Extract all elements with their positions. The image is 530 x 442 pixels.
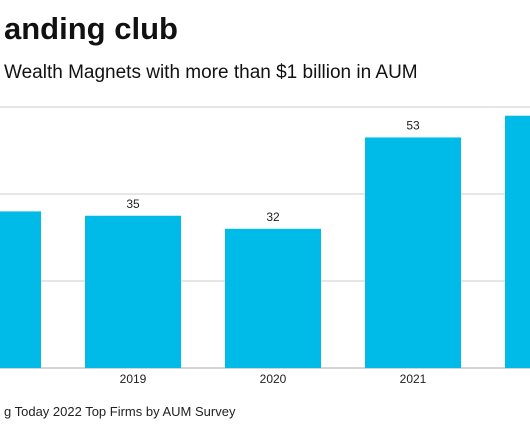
x-tick-label-1: 2019 <box>120 372 147 386</box>
chart-source-note: g Today 2022 Top Firms by AUM Survey <box>4 404 236 419</box>
bar-2 <box>225 228 321 368</box>
data-labels: 35 32 53 <box>126 118 420 223</box>
chart-subtitle: Wealth Magnets with more than $1 billion… <box>4 62 418 83</box>
bars <box>0 115 530 368</box>
bar-3 <box>365 137 461 368</box>
x-tick-label-3: 2021 <box>400 372 427 386</box>
data-label-1: 35 <box>126 197 140 211</box>
data-label-3: 53 <box>406 118 420 132</box>
bar-0 <box>0 211 41 368</box>
bar-1 <box>85 215 181 368</box>
chart-title: anding club <box>4 11 178 46</box>
data-label-2: 32 <box>266 210 280 224</box>
x-tick-label-2: 2020 <box>260 372 287 386</box>
x-axis-ticks: 18201920202021 <box>120 372 427 386</box>
bar-4 <box>505 115 530 368</box>
